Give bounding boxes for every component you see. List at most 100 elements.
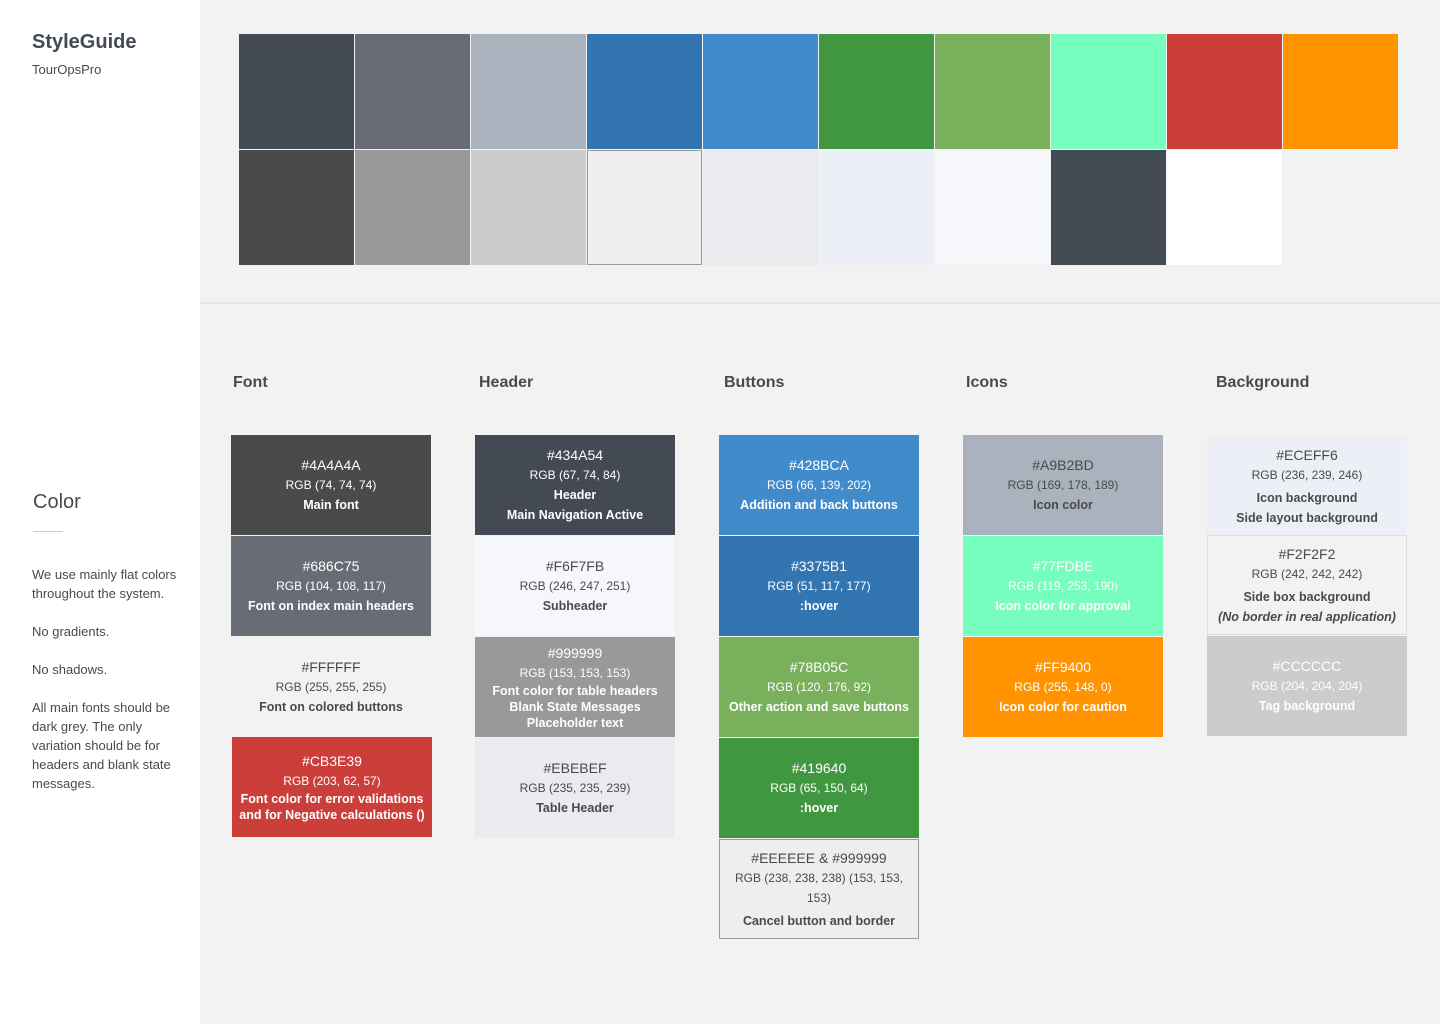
color-hex: #78B05C bbox=[789, 659, 849, 675]
color-usage: Other action and save buttons bbox=[729, 700, 909, 714]
color-rgb: RGB (236, 239, 246) bbox=[1251, 467, 1363, 482]
color-card: #434A54 RGB (67, 74, 84) Header Main Nav… bbox=[475, 435, 675, 535]
color-usage: Font on index main headers bbox=[248, 599, 414, 613]
color-rgb: RGB (119, 253, 190) bbox=[1008, 579, 1118, 593]
swatch-78b05c bbox=[935, 34, 1050, 149]
swatch-ebebef bbox=[703, 150, 818, 265]
color-usage: Blank State Messages bbox=[509, 700, 641, 714]
color-usage: :hover bbox=[799, 801, 839, 815]
color-hex: #77FDBE bbox=[1032, 558, 1094, 574]
note-no-gradients: No gradients. bbox=[32, 624, 110, 639]
color-hex: #434A54 bbox=[546, 447, 604, 463]
swatch-ffffff bbox=[1167, 150, 1282, 265]
color-hex: #FF9400 bbox=[1034, 659, 1092, 675]
color-card: #A9B2BD RGB (169, 178, 189) Icon color bbox=[963, 435, 1163, 535]
swatch-cb3e39 bbox=[1167, 34, 1282, 149]
color-card: #78B05C RGB (120, 176, 92) Other action … bbox=[719, 637, 919, 737]
color-card: #EEEEEE & #999999 RGB (238, 238, 238) (1… bbox=[719, 839, 919, 939]
color-card: #EBEBEF RGB (235, 235, 239) Table Header bbox=[475, 738, 675, 838]
color-card: #4A4A4A RGB (74, 74, 74) Main font bbox=[231, 435, 431, 535]
color-usage: Icon color for approval bbox=[995, 599, 1131, 613]
heading-header: Header bbox=[479, 374, 534, 391]
app-title: StyleGuide bbox=[32, 31, 137, 53]
color-rgb: RGB (242, 242, 242) bbox=[1251, 566, 1363, 581]
color-usage: Header bbox=[553, 488, 597, 502]
color-rgb: RGB (238, 238, 238) (153, 153, 153) bbox=[734, 870, 904, 905]
swatch-cccccc bbox=[471, 150, 586, 265]
color-rgb: RGB (51, 117, 177) bbox=[767, 579, 871, 593]
color-usage: Addition and back buttons bbox=[740, 498, 898, 512]
color-card: #428BCA RGB (66, 139, 202) Addition and … bbox=[719, 435, 919, 535]
swatch-428bca bbox=[703, 34, 818, 149]
sidebar: StyleGuide TourOpsPro Color We use mainl… bbox=[0, 0, 200, 1024]
color-usage: Icon color bbox=[1033, 498, 1093, 512]
color-rgb: RGB (169, 178, 189) bbox=[1007, 478, 1119, 492]
color-rgb: RGB (235, 235, 239) bbox=[519, 781, 631, 795]
color-usage: Font on colored buttons bbox=[259, 700, 403, 714]
note-flat-colors: We use mainly flat colors throughout the… bbox=[32, 567, 177, 601]
color-card: #FFFFFF RGB (255, 255, 255) Font on colo… bbox=[231, 637, 431, 737]
swatch-3375b1 bbox=[587, 34, 702, 149]
swatch-77fdbe bbox=[1051, 34, 1166, 149]
swatch-434a54-dark bbox=[1051, 150, 1166, 265]
color-hex: #686C75 bbox=[302, 558, 360, 574]
color-rgb: RGB (255, 255, 255) bbox=[275, 680, 387, 694]
color-card: #77FDBE RGB (119, 253, 190) Icon color f… bbox=[963, 536, 1163, 636]
color-usage: Font color for table headers bbox=[492, 684, 658, 698]
color-card: #F6F7FB RGB (246, 247, 251) Subheader bbox=[475, 536, 675, 636]
color-card: #419640 RGB (65, 150, 64) :hover bbox=[719, 738, 919, 838]
swatch-4a4a4a bbox=[239, 150, 354, 265]
color-hex: #EEEEEE & #999999 bbox=[751, 849, 887, 866]
color-hex: #A9B2BD bbox=[1032, 457, 1094, 473]
color-usage: Icon color for caution bbox=[999, 700, 1127, 714]
color-usage: Tag background bbox=[1258, 699, 1356, 713]
color-card: #CB3E39 RGB (203, 62, 57) Font color for… bbox=[232, 737, 432, 837]
color-card: #999999 RGB (153, 153, 153) Font color f… bbox=[475, 637, 675, 737]
swatch-419640 bbox=[819, 34, 934, 149]
color-rgb: RGB (104, 108, 117) bbox=[276, 579, 386, 593]
color-usage: Side box background bbox=[1243, 589, 1371, 604]
color-hex: #CB3E39 bbox=[302, 753, 362, 769]
color-card: #CCCCCC RGB (204, 204, 204) Tag backgrou… bbox=[1207, 636, 1407, 736]
color-rgb: RGB (246, 247, 251) bbox=[519, 579, 631, 593]
color-hex: #4A4A4A bbox=[301, 457, 361, 473]
color-hex: #419640 bbox=[791, 760, 847, 776]
color-card: #FF9400 RGB (255, 148, 0) Icon color for… bbox=[963, 637, 1163, 737]
color-hex: #CCCCCC bbox=[1272, 658, 1342, 674]
swatch-eceff6 bbox=[819, 150, 934, 265]
color-usage: Icon background bbox=[1256, 490, 1358, 505]
guidelines-notes: We use mainly flat colors throughout the… bbox=[32, 565, 187, 812]
color-hex: #ECEFF6 bbox=[1276, 446, 1338, 463]
swatch-eeeeee bbox=[587, 150, 702, 265]
color-usage-note: (No border in real application) bbox=[1218, 609, 1396, 624]
swatch-999999 bbox=[355, 150, 470, 265]
color-card: #F2F2F2 RGB (242, 242, 242) Side box bac… bbox=[1207, 535, 1407, 635]
color-usage: :hover bbox=[799, 599, 839, 613]
color-rgb: RGB (66, 139, 202) bbox=[766, 478, 872, 492]
color-rgb: RGB (120, 176, 92) bbox=[766, 680, 872, 694]
color-hex: #F2F2F2 bbox=[1278, 545, 1336, 562]
note-fonts: All main fonts should be dark grey. The … bbox=[32, 700, 171, 791]
heading-font: Font bbox=[233, 374, 268, 391]
color-hex: #FFFFFF bbox=[301, 659, 361, 675]
color-card: #ECEFF6 RGB (236, 239, 246) Icon backgro… bbox=[1207, 437, 1407, 535]
section-rule bbox=[33, 531, 63, 532]
section-title: Color bbox=[33, 491, 81, 513]
color-usage: Placeholder text bbox=[526, 716, 624, 730]
color-hex: #428BCA bbox=[789, 457, 849, 473]
color-rgb: RGB (153, 153, 153) bbox=[519, 666, 631, 680]
color-rgb: RGB (255, 148, 0) bbox=[1014, 680, 1112, 694]
color-rgb: RGB (203, 62, 57) bbox=[283, 774, 381, 788]
color-rgb: RGB (67, 74, 84) bbox=[529, 468, 621, 482]
color-rgb: RGB (65, 150, 64) bbox=[770, 781, 868, 795]
swatch-f6f7fb bbox=[935, 150, 1050, 265]
color-usage: Table Header bbox=[536, 801, 614, 815]
color-usage: Subheader bbox=[542, 599, 608, 613]
color-hex: #3375B1 bbox=[790, 558, 848, 574]
color-usage: Main font bbox=[303, 498, 359, 512]
heading-icons: Icons bbox=[966, 374, 1008, 391]
swatch-a9b2bd bbox=[471, 34, 586, 149]
color-usage: Font color for error validations bbox=[240, 792, 424, 806]
color-usage: Cancel button and border bbox=[742, 913, 896, 928]
color-usage: Main Navigation Active bbox=[506, 508, 644, 522]
